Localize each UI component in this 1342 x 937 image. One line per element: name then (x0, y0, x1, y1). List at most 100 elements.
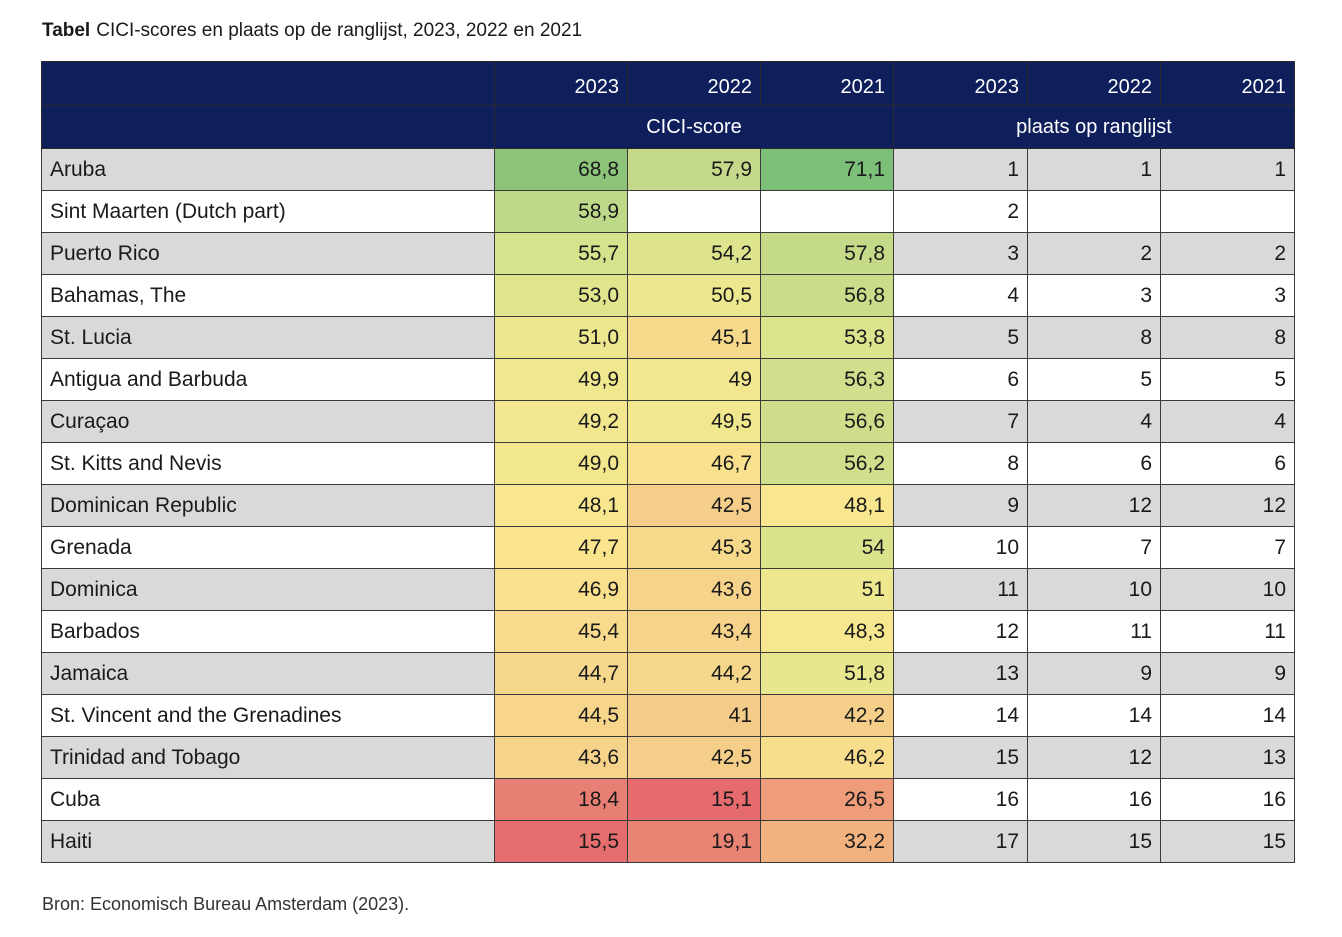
table-row: Puerto Rico 55,7 54,2 57,8 3 2 2 (41, 232, 1295, 275)
cici-score-2023: 49,9 (494, 358, 628, 401)
rank-2023: 10 (893, 526, 1028, 569)
country-name: Dominica (41, 568, 495, 611)
rank-2023: 11 (893, 568, 1028, 611)
rank-2022: 3 (1027, 274, 1161, 317)
cici-score-2023: 55,7 (494, 232, 628, 275)
rank-2023: 5 (893, 316, 1028, 359)
rank-2023: 15 (893, 736, 1028, 779)
cici-score-2022: 43,6 (627, 568, 761, 611)
table-row: St. Kitts and Nevis 49,0 46,7 56,2 8 6 6 (41, 442, 1295, 485)
cici-score-2021: 26,5 (760, 778, 894, 821)
cici-score-2023: 47,7 (494, 526, 628, 569)
rank-2021: 2 (1160, 232, 1295, 275)
cici-score-2022: 43,4 (627, 610, 761, 653)
rank-2023: 17 (893, 820, 1028, 863)
rank-2023: 8 (893, 442, 1028, 485)
rank-2023: 3 (893, 232, 1028, 275)
rank-2023: 6 (893, 358, 1028, 401)
cici-score-2021: 54 (760, 526, 894, 569)
table-caption: Tabel CICI-scores en plaats op de ranglij… (42, 18, 582, 44)
header-year-rank-2023: 2023 (893, 61, 1028, 106)
table-row: Barbados 45,4 43,4 48,3 12 11 11 (41, 610, 1295, 653)
table-row: Bahamas, The 53,0 50,5 56,8 4 3 3 (41, 274, 1295, 317)
table-row: Dominican Republic 48,1 42,5 48,1 9 12 12 (41, 484, 1295, 527)
cici-score-2022: 15,1 (627, 778, 761, 821)
caption-label: Tabel (42, 20, 91, 41)
cici-score-2022: 19,1 (627, 820, 761, 863)
country-name: St. Vincent and the Grenadines (41, 694, 495, 737)
country-name: Curaçao (41, 400, 495, 443)
cici-score-2022: 45,3 (627, 526, 761, 569)
country-name: Puerto Rico (41, 232, 495, 275)
country-name: Bahamas, The (41, 274, 495, 317)
header-year-rank-2021: 2021 (1160, 61, 1295, 106)
cici-score-2023: 53,0 (494, 274, 628, 317)
rank-2021: 9 (1160, 652, 1295, 695)
rank-2021: 6 (1160, 442, 1295, 485)
cici-table: 2023 2022 2021 2023 2022 2021 CICI-score… (41, 61, 1295, 863)
table-row: St. Lucia 51,0 45,1 53,8 5 8 8 (41, 316, 1295, 359)
rank-2021: 5 (1160, 358, 1295, 401)
rank-2023: 1 (893, 148, 1028, 191)
cici-score-2021: 57,8 (760, 232, 894, 275)
rank-2021: 1 (1160, 148, 1295, 191)
rank-2022: 10 (1027, 568, 1161, 611)
rank-2022: 9 (1027, 652, 1161, 695)
country-name: Grenada (41, 526, 495, 569)
cici-score-2022 (627, 190, 761, 233)
rank-2021: 3 (1160, 274, 1295, 317)
cici-score-2022: 41 (627, 694, 761, 737)
country-name: Haiti (41, 820, 495, 863)
country-name: St. Lucia (41, 316, 495, 359)
header-year-score-2023: 2023 (494, 61, 628, 106)
cici-score-2022: 49,5 (627, 400, 761, 443)
cici-score-2022: 42,5 (627, 484, 761, 527)
cici-score-2021: 56,8 (760, 274, 894, 317)
table-row: Haiti 15,5 19,1 32,2 17 15 15 (41, 820, 1295, 863)
header-year-score-2021: 2021 (760, 61, 894, 106)
cici-score-2021: 32,2 (760, 820, 894, 863)
rank-2023: 16 (893, 778, 1028, 821)
cici-score-2023: 49,0 (494, 442, 628, 485)
rank-2022: 12 (1027, 484, 1161, 527)
rank-2023: 4 (893, 274, 1028, 317)
country-name: Trinidad and Tobago (41, 736, 495, 779)
cici-score-2022: 49 (627, 358, 761, 401)
rank-2022: 12 (1027, 736, 1161, 779)
table-row: Antigua and Barbuda 49,9 49 56,3 6 5 5 (41, 358, 1295, 401)
table-row: Trinidad and Tobago 43,6 42,5 46,2 15 12 13 (41, 736, 1295, 779)
country-name: Sint Maarten (Dutch part) (41, 190, 495, 233)
country-name: Aruba (41, 148, 495, 191)
rank-2022: 7 (1027, 526, 1161, 569)
rank-2022: 5 (1027, 358, 1161, 401)
rank-2022 (1027, 190, 1161, 233)
source-note: Bron: Economisch Bureau Amsterdam (2023)… (42, 894, 410, 914)
cici-score-2022: 42,5 (627, 736, 761, 779)
country-name: Jamaica (41, 652, 495, 695)
cici-score-2023: 51,0 (494, 316, 628, 359)
cici-score-2021: 48,3 (760, 610, 894, 653)
cici-score-2022: 54,2 (627, 232, 761, 275)
rank-2022: 8 (1027, 316, 1161, 359)
rank-2021: 14 (1160, 694, 1295, 737)
table-row: St. Vincent and the Grenadines 44,5 41 42,2… (41, 694, 1295, 737)
cici-score-2023: 18,4 (494, 778, 628, 821)
rank-2022: 16 (1027, 778, 1161, 821)
rank-2023: 12 (893, 610, 1028, 653)
rank-2023: 9 (893, 484, 1028, 527)
table-row: Grenada 47,7 45,3 54 10 7 7 (41, 526, 1295, 569)
cici-score-2023: 44,5 (494, 694, 628, 737)
cici-score-2023: 48,1 (494, 484, 628, 527)
cici-score-2021: 53,8 (760, 316, 894, 359)
rank-2023: 13 (893, 652, 1028, 695)
cici-score-2021: 48,1 (760, 484, 894, 527)
cici-score-2021: 56,3 (760, 358, 894, 401)
country-name: St. Kitts and Nevis (41, 442, 495, 485)
table-row: Sint Maarten (Dutch part) 58,9 2 (41, 190, 1295, 233)
rank-2021: 12 (1160, 484, 1295, 527)
cici-score-2022: 46,7 (627, 442, 761, 485)
cici-score-2023: 43,6 (494, 736, 628, 779)
cici-score-2021 (760, 190, 894, 233)
header-row-groups: CICI-score plaats op ranglijst (41, 105, 1295, 149)
table-row: Aruba 68,8 57,9 71,1 1 1 1 (41, 148, 1295, 191)
